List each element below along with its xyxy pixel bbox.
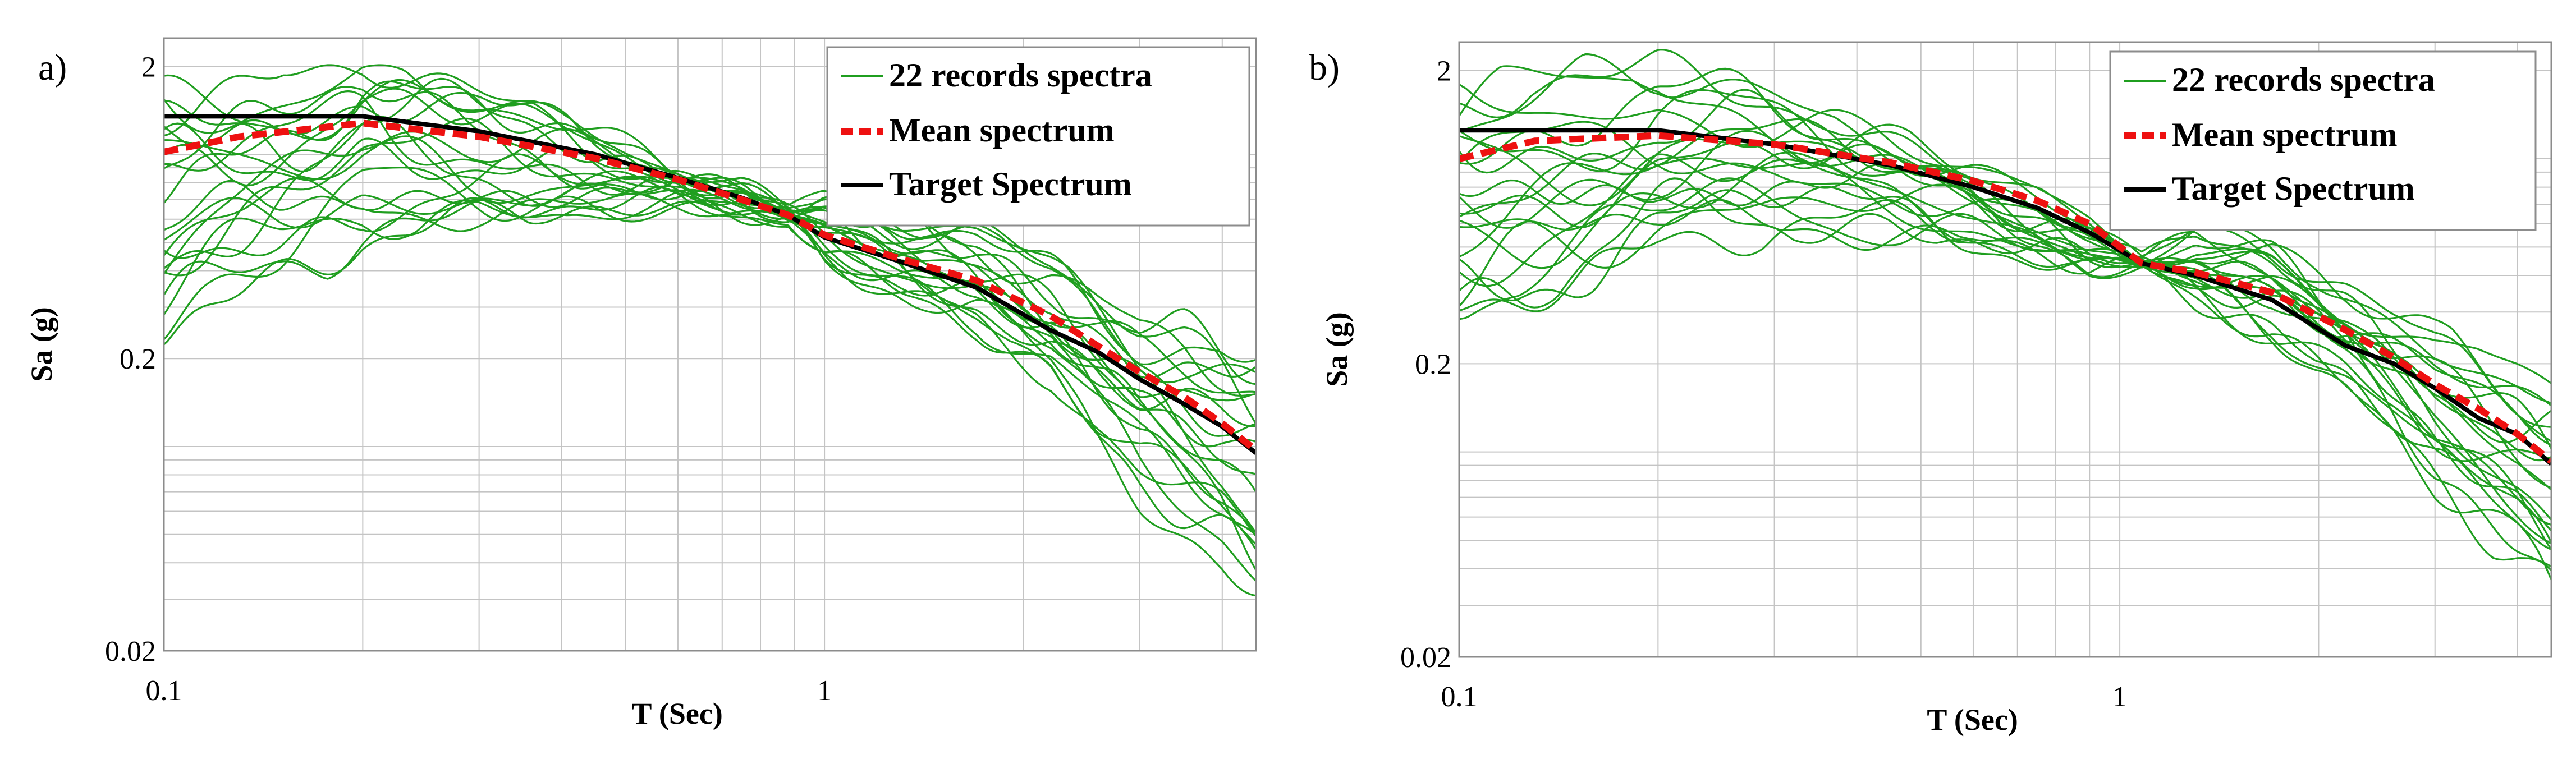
legend-entry: 22 records spectra xyxy=(2172,61,2435,98)
legend: 22 records spectra Mean spectrum Target Sp… xyxy=(2109,50,2537,231)
chart-panel-b: 0.02 0.2 2 0.1 1 T (Sec) Sa (g) b) 22 records sp… xyxy=(1309,41,2552,737)
record-spectrum-line xyxy=(164,116,1256,475)
record-spectrum-line xyxy=(1459,67,2551,444)
record-spectrum-line xyxy=(1459,65,2551,443)
gridlines xyxy=(163,38,1256,651)
panel-label: a) xyxy=(38,47,67,88)
legend-entry: Target Spectrum xyxy=(2172,170,2415,207)
legend-entry: Target Spectrum xyxy=(889,165,1132,203)
legend-entry: Mean spectrum xyxy=(889,112,1115,149)
y-tick-label: 0.02 xyxy=(1400,642,1451,674)
mean-spectrum-line xyxy=(164,119,1256,453)
x-tick-label: 1 xyxy=(817,675,832,707)
y-axis-label: Sa (g) xyxy=(1320,312,1354,387)
y-tick-label: 2 xyxy=(1437,56,1451,88)
record-spectrum-line xyxy=(164,199,1256,597)
record-spectrum-line xyxy=(1459,183,2551,526)
legend-box xyxy=(826,46,1250,227)
y-tick-label: 0.2 xyxy=(120,343,156,375)
x-axis-label: T (Sec) xyxy=(1927,703,2018,737)
x-axis-label: T (Sec) xyxy=(631,697,722,730)
record-spectrum-line xyxy=(164,188,1256,550)
record-spectrum-line xyxy=(164,64,1256,366)
x-tick-label: 0.1 xyxy=(146,675,182,707)
chart-panel-a: 0.02 0.2 2 0.1 1 T (Sec) Sa (g) a) 22 records sp… xyxy=(25,37,1257,730)
record-spectrum-line xyxy=(164,86,1256,427)
mean-spectrum-line xyxy=(1459,132,2551,464)
y-tick-label: 0.02 xyxy=(105,636,156,668)
y-axis-label: Sa (g) xyxy=(25,307,58,382)
y-tick-label: 0.2 xyxy=(1415,348,1451,380)
x-tick-label: 1 xyxy=(2112,681,2127,713)
plot-frame xyxy=(1458,41,2552,658)
record-spectrum-line xyxy=(1459,53,2551,405)
legend-box xyxy=(2109,50,2537,231)
panel-label: b) xyxy=(1309,47,1340,88)
y-tick-label: 2 xyxy=(141,51,156,83)
record-spectrum-line xyxy=(164,91,1256,437)
legend: 22 records spectra Mean spectrum Target Sp… xyxy=(826,46,1250,227)
legend-entry: Mean spectrum xyxy=(2172,116,2398,153)
legend-entry: 22 records spectra xyxy=(889,57,1152,94)
x-tick-label: 0.1 xyxy=(1441,681,1478,713)
target-spectrum-line xyxy=(1459,128,2551,466)
plot-frame xyxy=(163,37,1257,652)
